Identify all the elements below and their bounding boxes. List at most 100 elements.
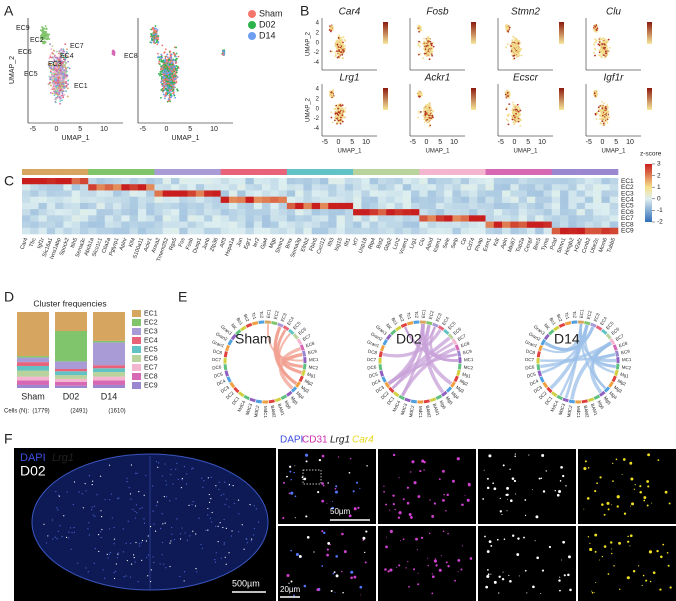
- cluster-strip: [162, 169, 172, 175]
- cell-point: [157, 38, 160, 41]
- heat-cell: [593, 209, 602, 216]
- heat-cell: [543, 178, 553, 185]
- heat-cell: [394, 215, 404, 222]
- heat-cell: [369, 202, 379, 210]
- cell-point: [169, 94, 172, 97]
- heat-cell: [212, 215, 221, 222]
- cell-point: [160, 53, 163, 56]
- cell-point: [596, 112, 599, 115]
- cell-point: [511, 108, 514, 111]
- cell-point: [513, 49, 516, 52]
- cell-point: [171, 74, 174, 77]
- heat-cell: [568, 196, 577, 204]
- cell-point: [595, 30, 598, 33]
- cell-point: [43, 36, 46, 39]
- legend-label: EC2: [144, 319, 158, 326]
- heat-cell: [303, 178, 313, 185]
- x-axis-label: UMAP_1: [425, 149, 450, 155]
- cell-point: [53, 77, 56, 79]
- heat-cell: [502, 209, 511, 216]
- heat-cell: [46, 196, 56, 204]
- heat-cell: [30, 227, 39, 235]
- heat-cell: [469, 190, 478, 197]
- cell-point: [168, 77, 171, 80]
- heat-cell: [154, 184, 164, 191]
- gene-name: Lrg1: [339, 73, 359, 84]
- gene-name: Fosb: [426, 7, 449, 18]
- heat-cell: [568, 209, 577, 216]
- cell-point: [426, 107, 429, 109]
- cell-point: [429, 108, 432, 111]
- heat-cell: [320, 184, 329, 191]
- cluster-strip: [278, 169, 288, 175]
- cell-point: [506, 91, 509, 94]
- cell-point: [165, 60, 168, 62]
- heat-cell: [104, 209, 114, 216]
- cell-point: [149, 41, 152, 44]
- cell-point: [171, 61, 174, 64]
- heat-cell: [593, 196, 602, 204]
- heat-cell: [129, 215, 139, 222]
- cell-point: [425, 117, 428, 120]
- cell-point: [51, 72, 53, 75]
- cell-point: [160, 57, 162, 60]
- heat-cell: [278, 190, 288, 197]
- heat-cell: [452, 209, 462, 216]
- heat-cell: [38, 215, 48, 222]
- heat-cell: [344, 221, 354, 229]
- x-axis-label: UMAP_1: [601, 149, 626, 155]
- cell-point: [515, 116, 518, 119]
- cluster-strip: [344, 169, 354, 175]
- heat-cell: [129, 190, 139, 197]
- y-tick-label: -4: [314, 126, 320, 132]
- cluster-strip: [270, 169, 279, 175]
- heat-cell: [460, 227, 470, 235]
- legend-swatch: [132, 337, 141, 344]
- cluster-strip: [311, 169, 321, 175]
- cell-point: [426, 104, 429, 107]
- heat-cell: [609, 215, 619, 222]
- legend-label: EC7: [144, 364, 158, 371]
- cell-point: [601, 50, 604, 52]
- cluster-strip: [543, 169, 553, 175]
- heat-cell: [328, 221, 337, 229]
- heat-cell: [444, 178, 453, 185]
- cell-point: [59, 51, 62, 54]
- cell-point: [599, 45, 602, 47]
- cell-point: [170, 53, 173, 56]
- heat-cell: [411, 227, 420, 235]
- heat-cell: [402, 221, 412, 229]
- heat-cell: [129, 178, 139, 185]
- cell-point: [52, 73, 55, 76]
- heat-cell: [320, 221, 329, 229]
- cell-count: (1610): [108, 409, 125, 415]
- cluster-label: EC8: [124, 53, 138, 60]
- cell-point: [157, 35, 160, 37]
- cell-point: [160, 60, 163, 63]
- heat-cell: [568, 190, 577, 197]
- chord-sector: [453, 375, 459, 383]
- heat-cell: [411, 190, 420, 197]
- cell-point: [508, 103, 511, 106]
- cluster-strip: [460, 169, 470, 175]
- heat-cell: [477, 178, 486, 185]
- heat-cell: [311, 184, 321, 191]
- x-tick-label: 0: [601, 139, 605, 146]
- heat-cell: [88, 227, 97, 235]
- cell-point: [54, 88, 57, 91]
- heat-cell: [510, 196, 519, 204]
- cluster-strip: [113, 169, 122, 175]
- cell-point: [598, 49, 601, 52]
- heat-cell: [88, 190, 97, 197]
- cell-point: [432, 45, 435, 48]
- bar-segment: [55, 361, 87, 369]
- heat-cell: [204, 221, 213, 229]
- x-tick-label: 10: [538, 139, 546, 146]
- cell-point: [331, 50, 334, 53]
- cell-point: [602, 109, 605, 112]
- feature-plot: [593, 89, 611, 127]
- heat-cell: [601, 178, 611, 185]
- cell-point: [606, 53, 609, 56]
- cell-point: [51, 86, 54, 88]
- heat-cell: [460, 184, 470, 191]
